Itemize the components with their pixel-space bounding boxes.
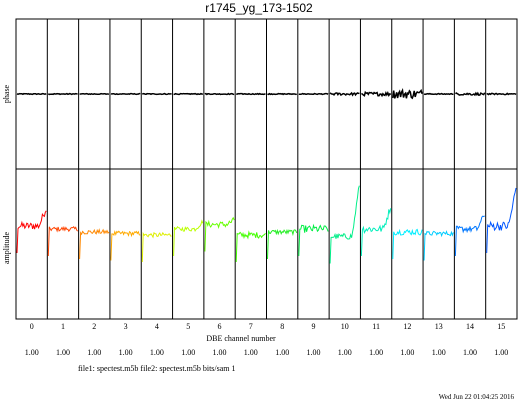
amplitude-trace-ch1 — [47, 225, 78, 257]
channel-tick-14: 14 — [466, 322, 474, 331]
scale-label: 1.00 — [369, 348, 383, 357]
scale-label: 1.00 — [338, 348, 352, 357]
phase-trace-ch6 — [204, 92, 235, 96]
chart-title: r1745_yg_173-1502 — [205, 1, 313, 15]
phase-trace-ch2 — [79, 92, 110, 96]
amplitude-trace-ch10 — [329, 185, 360, 264]
amplitude-trace-ch0 — [16, 210, 47, 254]
channel-tick-4: 4 — [155, 322, 159, 331]
scale-labels: 1.00 1.00 1.00 1.00 1.00 1.00 1.00 1.00 1.00 1.00… — [25, 348, 509, 357]
footer-info: file1: spectest.m5b file2: spectest.m5b … — [78, 364, 236, 373]
channel-tick-8: 8 — [280, 322, 284, 331]
amplitude-trace-ch4 — [141, 231, 172, 263]
amplitude-axis-label: amplitude — [2, 232, 11, 264]
x-axis-label: DBE channel number — [206, 334, 276, 343]
scale-label: 1.00 — [150, 348, 164, 357]
phase-trace-ch13 — [423, 92, 454, 96]
scale-label: 1.00 — [494, 348, 508, 357]
phase-trace-ch8 — [267, 92, 297, 96]
timestamp: Wed Jun 22 01:04:25 2016 — [439, 393, 515, 401]
scale-label: 1.00 — [25, 348, 39, 357]
amplitude-trace-ch12 — [392, 228, 423, 260]
phase-trace-ch10 — [329, 91, 360, 97]
phase-trace-ch15 — [486, 92, 517, 96]
amplitude-trace-ch14 — [454, 215, 485, 257]
phase-trace-ch12 — [392, 87, 423, 100]
channel-tick-15: 15 — [497, 322, 505, 331]
scale-label: 1.00 — [244, 348, 258, 357]
phase-traces — [16, 87, 517, 100]
channel-tick-10: 10 — [341, 322, 349, 331]
scale-label: 1.00 — [213, 348, 227, 357]
scale-label: 1.00 — [432, 348, 446, 357]
channel-tick-5: 5 — [186, 322, 190, 331]
phase-trace-ch7 — [236, 92, 266, 96]
channel-tick-7: 7 — [249, 322, 253, 331]
amplitude-trace-ch9 — [298, 223, 329, 257]
channel-tick-labels: 0 1 2 3 4 5 6 7 8 9 10 11 12 13 14 15 — [30, 322, 506, 331]
scale-label: 1.00 — [119, 348, 133, 357]
channel-tick-6: 6 — [218, 322, 222, 331]
amplitude-trace-ch2 — [79, 228, 110, 260]
phase-axis-label: phase — [2, 84, 11, 103]
amplitude-trace-ch8 — [267, 228, 298, 260]
scale-label: 1.00 — [181, 348, 195, 357]
amplitude-trace-ch5 — [173, 219, 204, 257]
scale-label: 1.00 — [400, 348, 414, 357]
phase-trace-ch11 — [361, 90, 392, 98]
amplitude-trace-ch15 — [486, 187, 517, 254]
channel-tick-11: 11 — [372, 322, 380, 331]
scale-label: 1.00 — [463, 348, 477, 357]
scale-label: 1.00 — [307, 348, 321, 357]
phase-trace-ch1 — [47, 92, 78, 96]
amplitude-trace-ch11 — [360, 208, 392, 257]
channel-tick-12: 12 — [403, 322, 411, 331]
channel-tick-3: 3 — [124, 322, 128, 331]
phase-trace-ch9 — [298, 92, 329, 96]
amplitude-trace-ch7 — [235, 230, 266, 263]
phase-trace-ch4 — [141, 92, 172, 96]
scale-label: 1.00 — [56, 348, 70, 357]
phase-trace-ch14 — [455, 91, 486, 97]
channel-tick-0: 0 — [30, 322, 34, 331]
phase-trace-ch5 — [173, 92, 203, 96]
amplitude-trace-ch13 — [423, 230, 454, 261]
channel-tick-9: 9 — [312, 322, 316, 331]
scale-label: 1.00 — [275, 348, 289, 357]
channel-separators — [46, 19, 487, 319]
channel-tick-1: 1 — [61, 322, 65, 331]
amplitude-trace-ch6 — [204, 216, 235, 252]
phase-trace-ch0 — [16, 92, 47, 96]
channel-tick-13: 13 — [435, 322, 443, 331]
scale-label: 1.00 — [87, 348, 101, 357]
amplitude-trace-ch3 — [110, 230, 141, 261]
amplitude-traces — [16, 185, 517, 264]
channel-tick-2: 2 — [92, 322, 96, 331]
phase-trace-ch3 — [110, 92, 141, 96]
